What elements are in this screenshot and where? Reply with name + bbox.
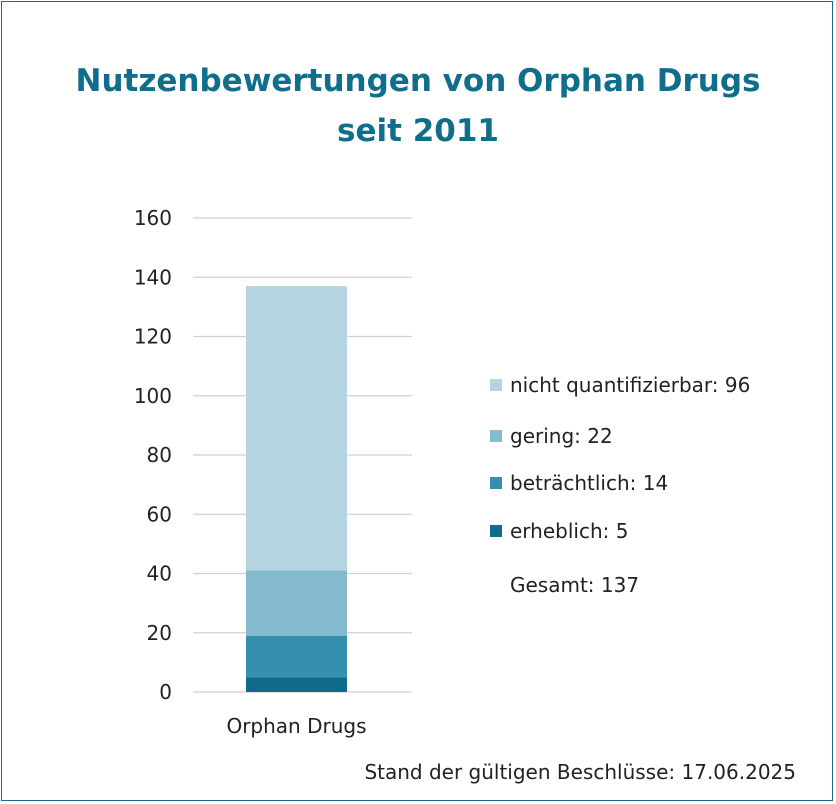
legend-swatch xyxy=(490,477,502,489)
bar-segment-nicht-quantifizierbar xyxy=(246,286,347,571)
y-tick-label: 100 xyxy=(134,384,172,408)
y-tick-label: 160 xyxy=(134,206,172,230)
legend-label: erheblich: 5 xyxy=(510,519,629,543)
bar-segment-beträchtlich xyxy=(246,635,347,678)
y-tick-label: 80 xyxy=(147,443,172,467)
x-axis-categories: Orphan Drugs xyxy=(226,714,366,738)
y-tick-label: 60 xyxy=(147,502,172,526)
y-tick-label: 20 xyxy=(147,621,172,645)
y-tick-label: 0 xyxy=(159,680,172,704)
y-tick-label: 120 xyxy=(134,325,172,349)
chart-subtitle: seit 2011 xyxy=(337,113,499,149)
chart-title: Nutzenbewertungen von Orphan Drugs xyxy=(75,63,761,99)
legend-swatch xyxy=(490,379,502,391)
legend-swatch xyxy=(490,430,502,442)
chart-title-block: Nutzenbewertungen von Orphan Drugs seit … xyxy=(0,56,836,156)
y-tick-label: 140 xyxy=(134,265,172,289)
bar-segments xyxy=(246,286,347,692)
y-axis-ticks: 0 20 40 60 80 100 120 140 160 xyxy=(134,206,172,704)
bar-segment-gering xyxy=(246,570,347,636)
bar-segment-erheblich xyxy=(246,677,347,692)
legend-label: nicht quantifizierbar: 96 xyxy=(510,373,751,397)
x-category-label: Orphan Drugs xyxy=(226,714,366,738)
legend-label: beträchtlich: 14 xyxy=(510,471,669,495)
y-tick-label: 40 xyxy=(147,562,172,586)
legend-swatch xyxy=(490,525,502,537)
legend-label: gering: 22 xyxy=(510,424,613,448)
total-label: Gesamt: 137 xyxy=(510,573,640,597)
footnote: Stand der gültigen Beschlüsse: 17.06.202… xyxy=(364,760,796,784)
